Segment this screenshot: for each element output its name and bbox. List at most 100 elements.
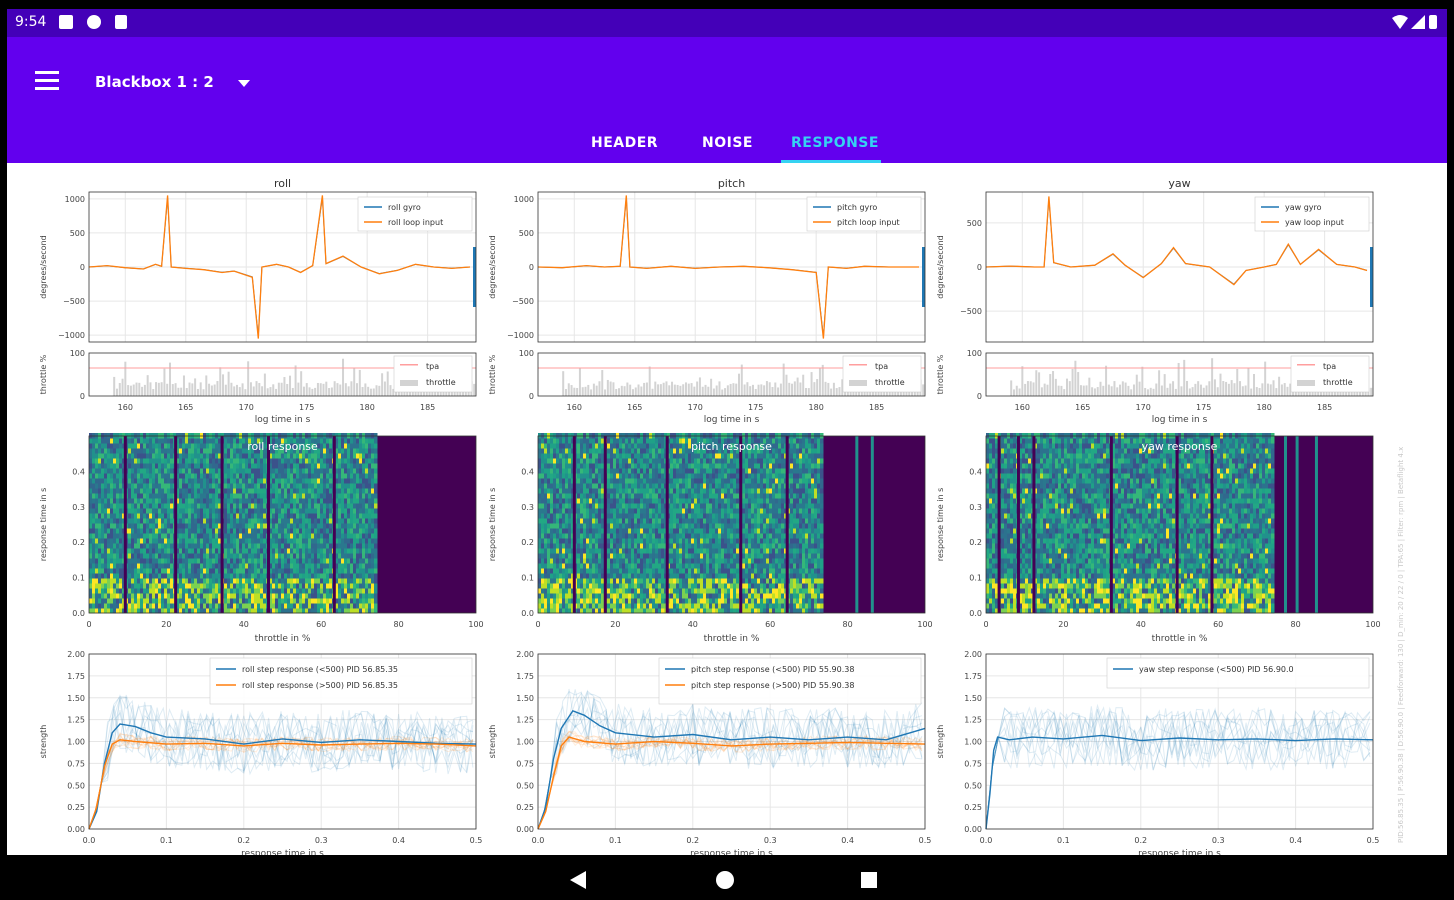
heatmap-cell xyxy=(200,478,204,484)
heatmap-cell xyxy=(92,548,96,554)
heatmap-cell xyxy=(239,513,243,519)
tab-header[interactable]: HEADER xyxy=(591,135,659,151)
heatmap-cell xyxy=(296,438,300,444)
heatmap-cell xyxy=(350,568,354,574)
heatmap-cell xyxy=(107,508,111,514)
heatmap-cell xyxy=(152,588,156,594)
heatmap-cell xyxy=(553,508,557,514)
heatmap-cell xyxy=(335,543,339,549)
heatmap-cell xyxy=(314,563,318,569)
heatmap-cell xyxy=(164,458,168,464)
heatmap-cell xyxy=(541,553,545,559)
heatmap-cell xyxy=(338,493,342,499)
heatmap-cell xyxy=(299,543,303,549)
heatmap-cell xyxy=(245,498,249,504)
heatmap-cell xyxy=(224,488,228,494)
heatmap-cell xyxy=(338,473,342,479)
heatmap-cell xyxy=(206,438,210,444)
heatmap-cell xyxy=(544,498,548,504)
heatmap-cell xyxy=(571,513,575,519)
heatmap-cell xyxy=(610,533,614,539)
heatmap-cell xyxy=(314,543,318,549)
tick-label: 40 xyxy=(239,620,249,629)
heatmap-cell xyxy=(218,468,222,474)
heatmap-cell xyxy=(544,513,548,519)
heatmap-cell xyxy=(625,473,629,479)
heatmap-cell xyxy=(92,483,96,489)
heatmap-cell xyxy=(260,543,264,549)
heatmap-cell xyxy=(275,508,279,514)
heatmap-cell xyxy=(275,553,279,559)
heatmap-cell xyxy=(224,498,228,504)
heatmap-cell xyxy=(577,448,581,454)
heatmap-cell xyxy=(203,553,207,559)
heatmap-cell xyxy=(622,508,626,514)
heatmap-cell xyxy=(152,598,156,604)
heatmap-cell xyxy=(598,453,602,459)
heatmap-cell xyxy=(110,513,114,519)
tick-label: 0.25 xyxy=(67,803,85,812)
heatmap-cell xyxy=(95,468,99,474)
throttle-bar xyxy=(194,378,197,396)
heatmap-cell xyxy=(284,518,288,524)
heatmap-cell xyxy=(335,518,339,524)
heatmap-cell xyxy=(538,533,542,539)
heatmap-cell xyxy=(176,523,180,529)
heatmap-cell xyxy=(326,573,330,579)
hamburger-menu-icon[interactable] xyxy=(35,71,59,91)
heatmap-cell xyxy=(215,523,219,529)
heatmap-cell xyxy=(619,543,623,549)
heatmap-cell xyxy=(128,538,132,544)
heatmap-cell xyxy=(104,448,108,454)
heatmap-cell xyxy=(595,608,599,614)
heatmap-cell xyxy=(113,463,117,469)
heatmap-cell xyxy=(607,438,611,444)
heatmap-cell xyxy=(287,553,291,559)
heatmap-cell xyxy=(550,553,554,559)
heatmap-cell xyxy=(296,513,300,519)
log-selector[interactable]: Blackbox 1 : 2 xyxy=(95,73,251,91)
heatmap-cell xyxy=(98,438,102,444)
status-bar: 9:54 xyxy=(7,9,1447,37)
heatmap-cell xyxy=(317,568,321,574)
heatmap-cell xyxy=(323,448,327,454)
heatmap-cell xyxy=(628,578,632,584)
tab-noise[interactable]: NOISE xyxy=(702,135,753,151)
heatmap-cell xyxy=(350,453,354,459)
heatmap-cell xyxy=(230,443,234,449)
heatmap-cell xyxy=(167,478,171,484)
heatmap-cell xyxy=(254,608,258,614)
heatmap-cell xyxy=(622,603,626,609)
heatmap-cell xyxy=(137,548,141,554)
heatmap-cell xyxy=(353,458,357,464)
heatmap-cell xyxy=(227,473,231,479)
response-plots[interactable]: PID:56.85.35 | P:56.90.38 | D:56.90.0 | … xyxy=(7,163,1447,855)
heatmap-cell xyxy=(347,488,351,494)
heatmap-cell xyxy=(200,498,204,504)
heatmap-cell xyxy=(302,563,306,569)
heatmap-cell xyxy=(119,488,123,494)
heatmap-cell xyxy=(167,468,171,474)
heatmap-cell xyxy=(296,453,300,459)
tab-response[interactable]: RESPONSE xyxy=(791,135,879,151)
heatmap-cell xyxy=(613,438,617,444)
heatmap-cell xyxy=(239,493,243,499)
heatmap-cell xyxy=(598,588,602,594)
heatmap-cell xyxy=(251,573,255,579)
heatmap-cell xyxy=(607,543,611,549)
heatmap-cell xyxy=(625,598,629,604)
heatmap-cell xyxy=(200,603,204,609)
throttle-bar xyxy=(272,384,275,396)
heatmap-cell xyxy=(347,533,351,539)
heatmap-cell xyxy=(209,463,213,469)
heatmap-cell xyxy=(323,528,327,534)
heatmap-cell xyxy=(137,563,141,569)
throttle-bar xyxy=(676,384,679,396)
heatmap-cell xyxy=(146,443,150,449)
heatmap-cell xyxy=(269,598,273,604)
heatmap-cell xyxy=(155,568,159,574)
heatmap-cell xyxy=(113,608,117,614)
heatmap-cell xyxy=(179,513,183,519)
heatmap-cell xyxy=(311,543,315,549)
